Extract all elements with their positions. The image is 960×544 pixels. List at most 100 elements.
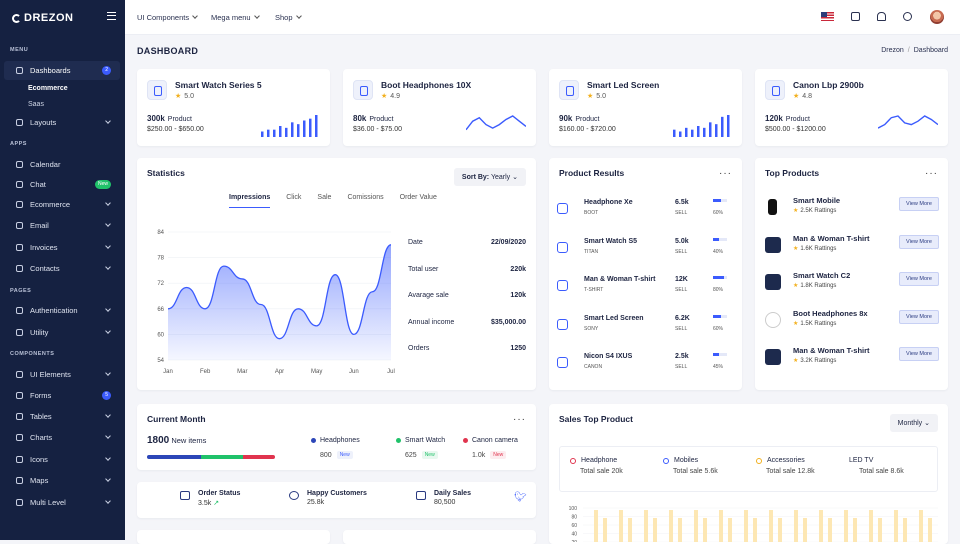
count-value: 625 bbox=[405, 452, 417, 459]
section-label-components: COMPONENTS bbox=[10, 351, 55, 357]
more-options-icon[interactable]: ··· bbox=[719, 168, 732, 179]
tab-click[interactable]: Click bbox=[286, 194, 302, 201]
sidebar-item-chat[interactable]: Chat New bbox=[4, 175, 120, 194]
progress-segment bbox=[242, 455, 275, 459]
avatar[interactable] bbox=[930, 10, 944, 24]
brand-logo[interactable]: DREZON bbox=[12, 12, 73, 24]
sidebar-item-charts[interactable]: Charts bbox=[4, 428, 120, 447]
top-bar: UI Components Mega menu Shop bbox=[125, 0, 960, 35]
sidebar-subitem-saas[interactable]: Saas bbox=[28, 101, 44, 108]
sidebar-item-utility[interactable]: Utility bbox=[4, 323, 120, 342]
sidebar-item-ui-elements[interactable]: UI Elements bbox=[4, 365, 120, 384]
sparkline-bar bbox=[697, 126, 700, 137]
stat-detail-value: 22/09/2020 bbox=[490, 239, 526, 246]
gear-icon[interactable] bbox=[903, 12, 912, 21]
product-name: Boot Headphones 10X bbox=[381, 80, 472, 90]
star-icon: ★ bbox=[793, 245, 799, 252]
more-options-icon[interactable]: ··· bbox=[925, 168, 938, 179]
progress-segment bbox=[200, 455, 243, 459]
topbar-menu-ui-components[interactable]: UI Components bbox=[137, 13, 197, 22]
product-rating: ★ 4.8 bbox=[793, 92, 812, 100]
sales-bar-chart: 100 80 60 40 20 bbox=[559, 502, 938, 544]
tab-comissions[interactable]: Comissions bbox=[347, 194, 384, 201]
sales-bar bbox=[894, 510, 898, 542]
sell-label: SELL bbox=[675, 210, 688, 216]
sidebar-item-authentication[interactable]: Authentication bbox=[4, 301, 120, 320]
progress-fill bbox=[713, 353, 720, 356]
product-result-row[interactable]: Nicon S4 IXUS CANON 2.5k SELL 45% bbox=[557, 349, 727, 379]
view-more-button[interactable]: View More bbox=[899, 234, 939, 249]
topbar-menu-mega-menu[interactable]: Mega menu bbox=[211, 13, 259, 22]
x-tick-label: Feb bbox=[200, 369, 211, 375]
sidebar-item-multi-level[interactable]: Multi Level bbox=[4, 493, 120, 512]
product-card[interactable]: Smart Watch Series 5 ★ 5.0 300k Product $250.… bbox=[137, 69, 330, 146]
product-result-row[interactable]: Smart Led Screen SONY 6.2K SELL 60% bbox=[557, 311, 727, 341]
sales-bar bbox=[819, 510, 823, 542]
chevron-down-icon bbox=[105, 433, 111, 439]
product-result-row[interactable]: Man & Woman T-shirt T-SHIRT 12K SELL 80% bbox=[557, 272, 727, 302]
headphone-icon bbox=[765, 311, 781, 328]
view-more-button[interactable]: View More bbox=[899, 347, 939, 361]
top-product-row: Smart Watch C2 ★ 1.8K Rattings View More bbox=[765, 268, 940, 298]
legend-dot bbox=[463, 438, 468, 443]
sales-item-header: Mobiles bbox=[663, 457, 718, 464]
section-label-pages: PAGES bbox=[10, 288, 32, 294]
product-result-row[interactable]: Smart Watch S5 TITAN 5.0k SELL 40% bbox=[557, 234, 727, 264]
monitor-icon bbox=[559, 80, 579, 100]
stat-detail-row: Orders 1250 bbox=[408, 345, 526, 352]
sidebar-item-contacts[interactable]: Contacts bbox=[4, 259, 120, 278]
sidebar-item-label: Invoices bbox=[30, 243, 58, 252]
sidebar-item-icons[interactable]: Icons bbox=[4, 450, 120, 469]
sales-summary-item: Mobiles Total sale 5.6k bbox=[663, 457, 718, 475]
sold-label: Product bbox=[167, 116, 192, 123]
sales-bar bbox=[653, 518, 657, 542]
utility-icon bbox=[16, 329, 23, 336]
sales-bar bbox=[778, 518, 782, 542]
product-result-row[interactable]: Headphone Xe BOOT 6.5k SELL 60% bbox=[557, 195, 727, 225]
user-icon bbox=[16, 307, 23, 314]
stat-detail-label: Date bbox=[408, 239, 423, 246]
sales-item-header: Headphone bbox=[570, 457, 623, 464]
sidebar-item-dashboards[interactable]: Dashboards 2 bbox=[4, 61, 120, 80]
sidebar-item-label: UI Elements bbox=[30, 370, 71, 379]
view-more-button[interactable]: View More bbox=[899, 272, 939, 286]
tab-impressions[interactable]: Impressions bbox=[229, 194, 271, 208]
product-card[interactable]: Smart Led Screen ★ 5.0 90k Product $160.00 - … bbox=[549, 69, 742, 146]
sidebar-item-calendar[interactable]: Calendar bbox=[4, 155, 120, 174]
sidebar-item-maps[interactable]: Maps bbox=[4, 471, 120, 490]
twitter-icon[interactable]: 🐦︎ bbox=[514, 492, 527, 503]
breadcrumb-item[interactable]: Drezon bbox=[881, 47, 904, 54]
more-options-icon[interactable]: ··· bbox=[513, 414, 526, 425]
stat-detail-value: 120k bbox=[510, 292, 526, 299]
sidebar-item-email[interactable]: Email bbox=[4, 216, 120, 235]
sell-progress-bar bbox=[713, 276, 727, 279]
x-tick-label: Jan bbox=[163, 369, 173, 375]
sidebar-item-forms[interactable]: Forms 5 bbox=[4, 386, 120, 405]
sidebar-item-ecommerce[interactable]: Ecommerce bbox=[4, 195, 120, 214]
product-sold: 120k Product bbox=[765, 114, 810, 123]
topbar-menu-shop[interactable]: Shop bbox=[275, 13, 301, 22]
bell-icon[interactable] bbox=[877, 12, 886, 21]
product-card[interactable]: Boot Headphones 10X ★ 4.9 80k Product $36.00 … bbox=[343, 69, 536, 146]
page-title: DASHBOARD bbox=[137, 46, 199, 56]
sidebar-item-layouts[interactable]: Layouts bbox=[4, 113, 120, 132]
product-results-card: Product Results ··· Headphone Xe BOOT 6.5k… bbox=[549, 158, 742, 390]
hamburger-menu-icon[interactable] bbox=[107, 12, 116, 20]
product-card[interactable]: Canon Lbp 2900b ★ 4.8 120k Product $500.00 - … bbox=[755, 69, 948, 146]
legend-item: Smart Watch bbox=[396, 437, 445, 444]
sidebar-item-invoices[interactable]: Invoices bbox=[4, 238, 120, 257]
sidebar-item-label: Dashboards bbox=[30, 66, 71, 75]
sidebar-subitem-ecommerce[interactable]: Ecommerce bbox=[28, 85, 68, 92]
sell-percent: 60% bbox=[713, 210, 724, 216]
sales-item-name: Accessories bbox=[767, 457, 805, 464]
sort-by-dropdown[interactable]: Sort By: Yearly ⌄ bbox=[453, 168, 526, 186]
view-more-button[interactable]: View More bbox=[899, 197, 939, 211]
monthly-dropdown[interactable]: Monthly ⌄ bbox=[889, 414, 938, 432]
sidebar-item-label: Icons bbox=[30, 455, 48, 464]
tab-order-value[interactable]: Order Value bbox=[399, 194, 437, 201]
grid-apps-icon[interactable] bbox=[851, 12, 860, 21]
tab-sale[interactable]: Sale bbox=[317, 194, 332, 201]
sidebar-item-tables[interactable]: Tables bbox=[4, 407, 120, 426]
us-flag-icon[interactable] bbox=[821, 12, 834, 21]
view-more-button[interactable]: View More bbox=[899, 309, 939, 324]
